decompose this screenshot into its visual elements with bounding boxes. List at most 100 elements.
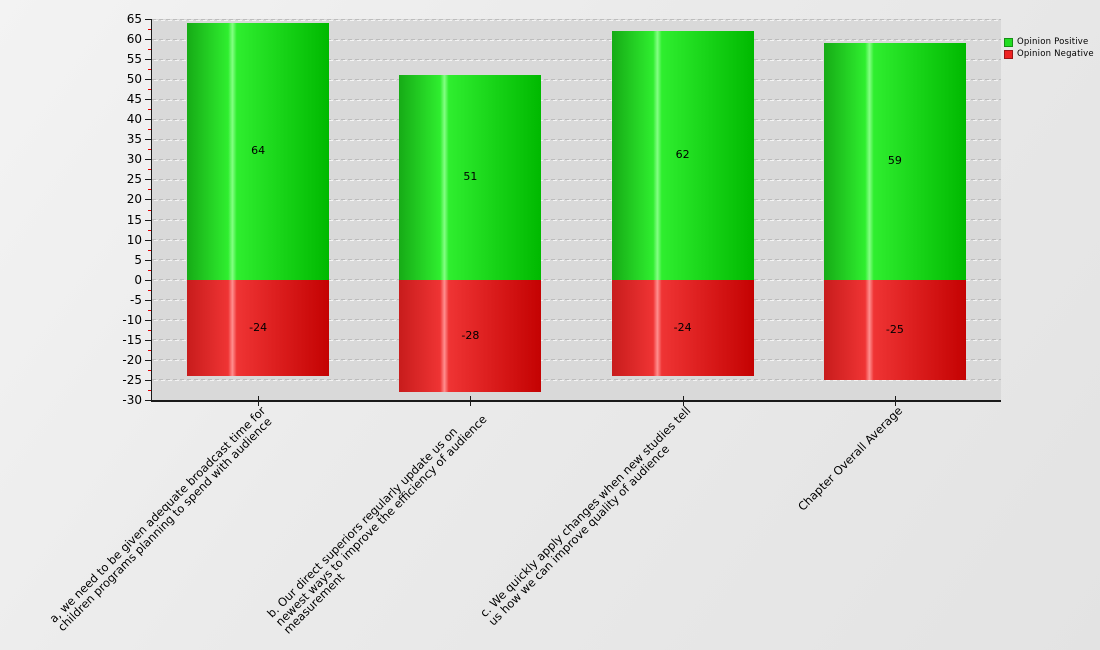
legend: Opinion Positive Opinion Negative: [1004, 37, 1094, 61]
bar-negative-segment: [611, 279, 754, 376]
y-axis-minor-tick: [148, 129, 151, 131]
y-axis-line: [150, 19, 152, 402]
gridline: [152, 18, 1001, 21]
bar-positive-segment: [187, 23, 330, 280]
x-axis-tick: [258, 396, 260, 406]
y-axis-tick-label: 25: [126, 172, 142, 187]
y-axis-tick-label: 5: [134, 252, 142, 267]
x-axis-category-label-line: Chapter Overall Average: [795, 403, 906, 514]
y-axis-major-tick: [145, 259, 151, 261]
y-axis-minor-tick: [148, 49, 151, 51]
y-axis-major-tick: [145, 279, 151, 281]
y-axis-major-tick: [145, 379, 151, 381]
legend-label: Opinion Positive: [1017, 37, 1089, 47]
legend-item: Opinion Positive: [1004, 37, 1094, 48]
y-axis-major-tick: [145, 319, 151, 321]
bar-value-label: -24: [673, 320, 692, 334]
x-axis-category-label-line: c. We quickly apply changes when new stu…: [476, 403, 694, 620]
y-axis-tick-label: 15: [126, 212, 142, 227]
y-axis-major-tick: [145, 339, 151, 341]
x-axis-tick: [682, 396, 684, 406]
gridline: [152, 98, 1001, 101]
bar-value-label: -28: [461, 328, 480, 342]
y-axis-major-tick: [145, 79, 151, 81]
x-axis-category-label-line: us how we can improve quality of audienc…: [484, 441, 672, 629]
gridline: [152, 319, 1001, 322]
y-axis-tick-label: -10: [122, 312, 142, 327]
y-axis-tick-label: 10: [126, 232, 142, 247]
y-axis-minor-tick: [148, 169, 151, 171]
y-axis-minor-tick: [148, 329, 151, 331]
gridline: [152, 339, 1001, 342]
y-axis-tick-label: -15: [122, 332, 142, 347]
y-axis-minor-tick: [148, 109, 151, 111]
bar-negative-segment: [399, 279, 542, 392]
bar-negative-segment: [823, 279, 966, 380]
y-axis-minor-tick: [148, 269, 151, 271]
y-axis-major-tick: [145, 99, 151, 101]
y-axis-major-tick: [145, 400, 151, 401]
x-axis-category-label: a, we need to be given adequate broadcas…: [46, 403, 276, 634]
y-axis-tick-label: 60: [126, 32, 142, 47]
legend-label: Opinion Negative: [1017, 49, 1094, 59]
y-axis-minor-tick: [148, 249, 151, 251]
gridline: [152, 259, 1001, 262]
y-axis-major-tick: [145, 159, 151, 161]
gridline: [152, 299, 1001, 302]
y-axis-minor-tick: [148, 89, 151, 91]
y-axis-major-tick: [145, 119, 151, 121]
y-axis-major-tick: [145, 299, 151, 301]
y-axis-minor-tick: [148, 29, 151, 31]
y-axis-major-tick: [145, 199, 151, 201]
y-axis-major-tick: [145, 39, 151, 41]
y-axis-minor-tick: [148, 229, 151, 231]
gridline: [152, 379, 1001, 382]
bar-value-label: 64: [251, 144, 266, 158]
x-axis-line: [150, 400, 1001, 402]
x-axis-category-label-line: newest ways to improve the efficiency of…: [272, 411, 489, 629]
bar-value-label: -25: [885, 322, 904, 336]
y-axis-tick-label: 55: [126, 52, 142, 67]
y-axis-major-tick: [145, 239, 151, 241]
bar-value-label: 51: [463, 170, 478, 184]
x-axis-category-label-line: b. Our direct superiors regularly update…: [264, 424, 460, 621]
y-axis-minor-tick: [148, 189, 151, 191]
bar-positive-segment: [399, 75, 542, 280]
y-axis-minor-tick: [148, 309, 151, 311]
x-axis-category-label-line: measurement: [280, 569, 347, 637]
bar-value-label: 62: [675, 148, 690, 162]
x-axis-category-label-line: children programs planning to spend with…: [54, 414, 275, 634]
legend-item: Opinion Negative: [1004, 49, 1094, 60]
y-axis-tick-label: -20: [122, 352, 142, 367]
gridline: [152, 78, 1001, 81]
x-axis-category-label: Chapter Overall Average: [795, 403, 906, 514]
gridline: [152, 198, 1001, 201]
y-axis-tick-label: 50: [126, 72, 142, 87]
y-axis-tick-label: -25: [122, 372, 142, 387]
bar-positive-segment: [611, 31, 754, 280]
legend-swatch-icon: [1004, 50, 1013, 59]
y-axis-tick-label: 65: [126, 12, 142, 26]
y-axis-minor-tick: [148, 389, 151, 391]
gridline: [152, 178, 1001, 181]
bar-value-label: -24: [249, 320, 268, 334]
x-axis-category-label-line: a, we need to be given adequate broadcas…: [46, 403, 269, 626]
y-axis-minor-tick: [148, 209, 151, 211]
y-axis-major-tick: [145, 179, 151, 181]
y-axis-tick-label: 45: [126, 92, 142, 107]
y-axis-tick-label: 20: [126, 192, 142, 207]
y-axis-major-tick: [145, 59, 151, 61]
gridline: [152, 359, 1001, 362]
y-axis-minor-tick: [148, 149, 151, 151]
bar-positive-segment: [823, 43, 966, 280]
y-axis-tick-label: 0: [134, 272, 142, 287]
y-axis-minor-tick: [148, 289, 151, 291]
y-axis-major-tick: [145, 19, 151, 20]
y-axis-tick-label: -5: [130, 292, 142, 307]
y-axis-major-tick: [145, 139, 151, 141]
x-axis-tick: [470, 396, 472, 406]
gridline: [152, 118, 1001, 121]
y-axis-major-tick: [145, 359, 151, 361]
x-axis-category-label: c. We quickly apply changes when new stu…: [476, 403, 701, 629]
